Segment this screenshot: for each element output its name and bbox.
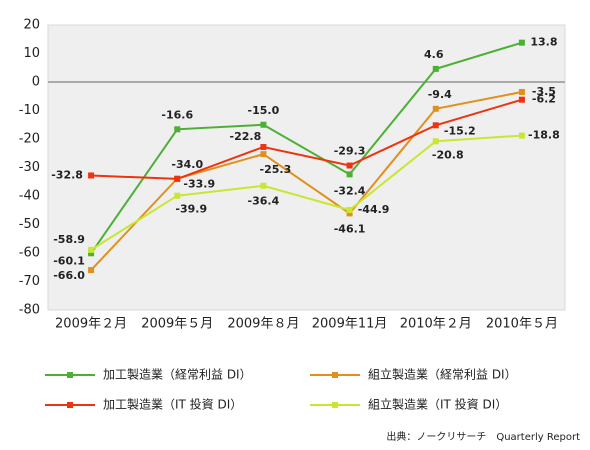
point bbox=[432, 138, 439, 145]
source: 出典：ノークリサーチ Quarterly Report bbox=[386, 430, 580, 443]
point bbox=[518, 88, 525, 95]
point bbox=[174, 175, 181, 182]
point bbox=[174, 126, 181, 133]
data-label: -60.1 bbox=[53, 254, 85, 267]
legend-marker bbox=[332, 402, 338, 408]
point bbox=[346, 210, 353, 217]
series-line bbox=[91, 98, 523, 180]
point bbox=[346, 206, 353, 213]
data-label: -3.5 bbox=[532, 85, 556, 98]
point bbox=[88, 250, 95, 257]
plot-area bbox=[47, 24, 566, 311]
point bbox=[88, 246, 95, 253]
point bbox=[174, 192, 181, 199]
data-label: -32.8 bbox=[51, 168, 83, 181]
y-tick-label: -20 bbox=[19, 132, 40, 147]
y-tick-label: -70 bbox=[19, 274, 40, 289]
point bbox=[432, 105, 439, 112]
data-label: -16.6 bbox=[161, 108, 193, 121]
point bbox=[518, 39, 525, 46]
data-label: 13.8 bbox=[530, 36, 557, 49]
point bbox=[518, 132, 525, 139]
x-tick-label: 2010年２月 bbox=[400, 317, 472, 332]
data-label: -9.4 bbox=[428, 88, 452, 101]
data-label: -44.9 bbox=[358, 203, 390, 216]
y-tick-label: -30 bbox=[19, 160, 40, 175]
y-tick-label: -60 bbox=[19, 246, 40, 261]
data-label: -32.4 bbox=[334, 184, 366, 197]
point bbox=[518, 96, 525, 103]
data-label: 4.6 bbox=[424, 48, 444, 61]
data-label: -66.0 bbox=[53, 269, 85, 282]
data-label: -20.8 bbox=[432, 148, 464, 161]
point bbox=[346, 162, 353, 169]
point bbox=[260, 151, 267, 158]
x-tick-label: 2009年２月 bbox=[55, 317, 127, 332]
legend-label: 加工製造業（IT 投資 DI） bbox=[103, 397, 242, 412]
data-label: -6.2 bbox=[532, 93, 556, 106]
series-line bbox=[90, 134, 522, 251]
y-tick-label: -10 bbox=[19, 103, 40, 118]
legend-marker bbox=[332, 372, 338, 378]
legend-label: 加工製造業（経常利益 DI） bbox=[103, 368, 252, 382]
x-tick-label: 2009年11月 bbox=[312, 317, 388, 332]
legend-marker bbox=[67, 402, 73, 408]
data-label: -15.2 bbox=[444, 124, 476, 137]
legend-marker bbox=[67, 372, 73, 378]
data-label: -25.3 bbox=[260, 163, 292, 176]
data-label: -58.9 bbox=[53, 233, 85, 246]
y-tick-label: 0 bbox=[32, 75, 40, 90]
data-label: -29.3 bbox=[334, 145, 366, 158]
x-tick-label: 2009年５月 bbox=[141, 317, 213, 332]
data-label: -34.0 bbox=[171, 158, 203, 171]
point bbox=[346, 171, 353, 178]
point bbox=[260, 121, 267, 128]
y-tick-label: 20 bbox=[23, 18, 40, 33]
x-tick-label: 2010年５月 bbox=[486, 317, 558, 332]
point bbox=[432, 122, 439, 129]
data-label: -39.9 bbox=[175, 203, 207, 216]
data-label: -36.4 bbox=[248, 195, 280, 208]
x-tick-label: 2009年８月 bbox=[227, 317, 299, 332]
point bbox=[432, 65, 439, 72]
series-line bbox=[90, 90, 523, 271]
y-tick-label: -80 bbox=[19, 303, 40, 318]
y-tick-label: -40 bbox=[19, 189, 40, 204]
legend-label: 組立製造業（経常利益 DI） bbox=[368, 367, 517, 382]
data-label: -33.9 bbox=[183, 178, 215, 191]
point bbox=[88, 267, 95, 274]
legend-label: 組立製造業（IT 投資 DI） bbox=[368, 397, 507, 412]
data-label: -18.8 bbox=[528, 129, 560, 142]
data-label: -15.0 bbox=[248, 104, 280, 117]
series-line bbox=[90, 41, 523, 254]
point bbox=[260, 182, 267, 189]
data-label: -46.1 bbox=[334, 222, 366, 235]
y-tick-label: -50 bbox=[19, 217, 40, 232]
point bbox=[260, 143, 267, 150]
data-label: -22.8 bbox=[230, 130, 262, 143]
y-tick-label: 10 bbox=[23, 46, 40, 61]
point bbox=[88, 172, 95, 179]
